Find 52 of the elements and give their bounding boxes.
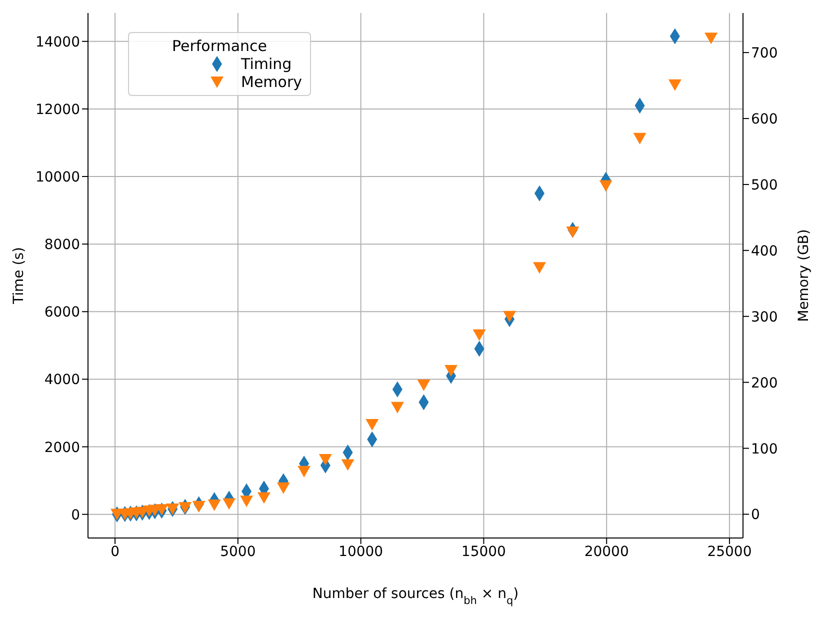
x-tick-label: 0 [110,544,120,560]
y2-tick-label: 700 [751,46,778,62]
point [633,132,646,144]
point [704,32,718,44]
x-axis-title: Number of sources (n$_{bh}$ × n$_{q}$) [312,586,519,607]
point [532,262,546,274]
y2-tick-label: 500 [751,177,778,194]
y-tick-label: 0 [71,507,80,524]
point [178,502,192,514]
y-axis-title: Time (s) [10,247,27,305]
y2-axis-title: Memory (GB) [796,229,812,322]
x-tick-label: 25000 [707,544,752,560]
point [566,226,580,238]
y-tick-label: 12000 [35,102,80,118]
point [166,503,180,515]
y-tick-label: 2000 [44,440,80,456]
legend-title: Performance [170,37,268,55]
y2-tick-label: 0 [751,507,760,524]
legend-label: Timing [241,55,292,73]
point [390,402,404,414]
x-tick-label: 20000 [584,544,629,560]
point [599,180,612,192]
point [341,459,354,471]
point [503,310,516,322]
point [668,79,682,91]
y-tick-label: 8000 [44,237,80,254]
legend-label: Memory [241,73,302,91]
point [417,379,430,391]
y-tick-label: 10000 [35,169,80,186]
x-tick-label: 10000 [338,544,384,560]
point [298,466,311,478]
y-tick-label: 14000 [35,34,80,50]
point [257,492,270,504]
x-tick-label: 15000 [461,544,506,560]
y-tick-label: 4000 [44,372,80,388]
point [472,329,486,341]
point [444,364,458,376]
y2-tick-label: 600 [751,112,778,128]
point [366,419,379,431]
point [208,500,221,512]
y2-tick-label: 100 [751,441,778,458]
point [222,498,236,510]
point [155,504,168,516]
x-tick-label: 5000 [220,544,256,560]
point [240,496,254,508]
point [318,454,332,466]
y2-tick-label: 400 [751,243,778,260]
y-tick-label: 6000 [44,304,80,321]
point [192,500,206,512]
y2-tick-label: 200 [751,375,778,392]
y2-tick-label: 300 [751,309,778,326]
point [276,482,290,494]
